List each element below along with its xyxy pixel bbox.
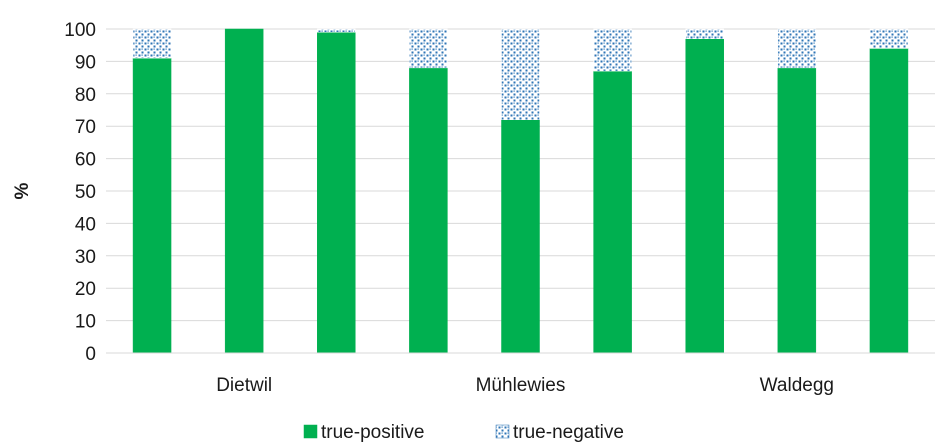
x-axis: Dietwil Mühlewies Waldegg <box>106 352 935 396</box>
bar-true-negative-5 <box>501 28 540 120</box>
bar-true-negative-4 <box>409 28 448 69</box>
y-tick-label: 90 <box>75 52 96 73</box>
bar-true-positive-6 <box>593 70 632 354</box>
x-group-label: Waldegg <box>760 375 834 396</box>
y-tick-label: 30 <box>75 247 96 268</box>
y-tick-label: 100 <box>64 20 96 41</box>
bar-true-negative-6 <box>593 28 632 72</box>
bar-true-negative-8 <box>777 28 817 69</box>
bar-true-negative-9 <box>869 28 909 49</box>
y-axis-title: % <box>12 182 33 199</box>
y-tick-label: 10 <box>75 312 96 333</box>
bar-true-positive-7 <box>685 38 724 354</box>
bar-true-positive-3 <box>317 31 356 354</box>
y-tick-label: 80 <box>75 85 96 106</box>
y-axis: 0 10 20 30 40 50 60 70 80 90 100 <box>64 20 96 365</box>
y-tick-label: 0 <box>85 344 96 365</box>
bar-true-negative-1 <box>132 28 172 59</box>
legend-label-true-positive: true-positive <box>321 422 425 443</box>
y-tick-label: 40 <box>75 214 96 235</box>
bar-true-positive-5 <box>501 119 540 354</box>
y-tick-label: 50 <box>75 182 96 203</box>
bar-true-positive-8 <box>777 67 817 354</box>
x-group-label: Dietwil <box>216 375 272 396</box>
bar-true-positive-9 <box>869 48 909 354</box>
legend-swatch-true-negative <box>495 424 510 439</box>
bar-true-positive-2 <box>224 28 264 354</box>
x-group-label: Mühlewies <box>476 375 566 396</box>
y-tick-label: 20 <box>75 279 96 300</box>
bar-true-negative-3 <box>317 28 356 33</box>
legend-swatch-true-positive <box>303 424 318 439</box>
bar-true-positive-1 <box>132 57 172 354</box>
legend: true-positive true-negative <box>303 422 624 443</box>
legend-label-true-negative: true-negative <box>513 422 624 443</box>
bars <box>132 28 909 354</box>
y-tick-label: 60 <box>75 150 96 171</box>
bar-true-positive-4 <box>409 67 448 354</box>
bar-true-negative-7 <box>685 28 724 39</box>
y-tick-label: 70 <box>75 117 96 138</box>
